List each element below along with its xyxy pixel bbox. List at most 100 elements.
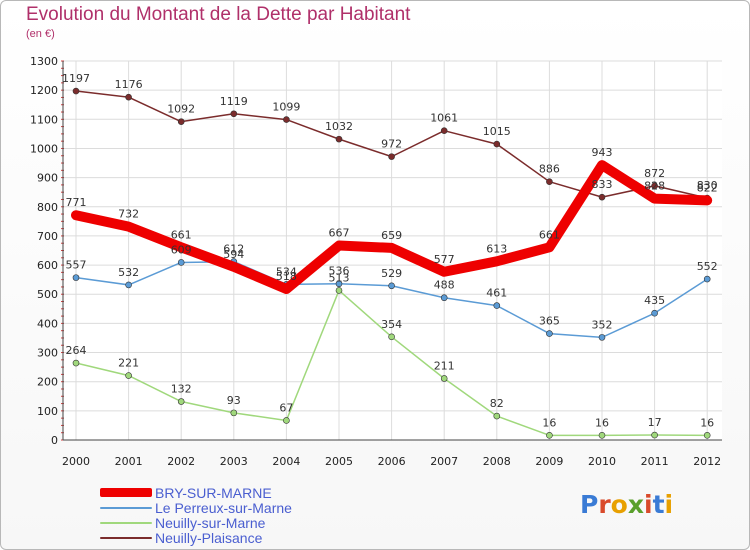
legend-label: Neuilly-Plaisance — [155, 529, 263, 546]
y-tick-label: 1100 — [30, 113, 58, 126]
x-tick-label: 2001 — [115, 455, 143, 468]
data-label: 16 — [595, 416, 609, 429]
data-point — [72, 87, 80, 95]
data-point — [230, 409, 238, 417]
data-point — [335, 280, 343, 288]
x-tick-label: 2003 — [220, 455, 248, 468]
data-point — [125, 93, 132, 101]
x-tick-label: 2011 — [641, 455, 669, 468]
data-point — [230, 110, 238, 118]
data-label: 771 — [66, 196, 87, 209]
data-label: 612 — [223, 243, 244, 256]
data-label: 732 — [118, 208, 139, 221]
data-label: 594 — [223, 248, 244, 261]
legend-label: Le Perreux-sur-Marne — [155, 499, 292, 516]
data-label: 661 — [539, 228, 560, 241]
data-label: 1197 — [62, 72, 90, 85]
data-point — [125, 281, 132, 289]
data-label: 1061 — [430, 112, 458, 125]
data-label: 534 — [276, 265, 297, 278]
data-label: 67 — [279, 401, 293, 414]
data-label: 93 — [227, 394, 241, 407]
y-tick-label: 600 — [37, 259, 58, 272]
data-point — [651, 431, 658, 439]
data-label: 132 — [171, 383, 192, 396]
x-tick-label: 2005 — [325, 455, 353, 468]
data-label: 972 — [381, 138, 402, 151]
x-tick-label: 2006 — [378, 455, 406, 468]
logo-letter: P — [580, 490, 599, 519]
x-tick-label: 2012 — [693, 455, 721, 468]
data-label: 529 — [381, 267, 402, 280]
data-label: 352 — [592, 318, 613, 331]
data-label: 518 — [276, 270, 297, 283]
data-label: 1176 — [115, 78, 143, 91]
data-label: 830 — [697, 179, 718, 192]
data-point — [440, 127, 448, 134]
data-point — [177, 398, 185, 405]
data-point — [651, 182, 658, 190]
data-label: 667 — [329, 227, 350, 240]
data-label: 16 — [542, 416, 556, 429]
legend-label: Neuilly-sur-Marne — [155, 514, 266, 531]
logo-letter: o — [610, 490, 628, 519]
data-label: 661 — [171, 228, 192, 241]
legend-label: BRY-SUR-MARNE — [155, 484, 272, 501]
proxiti-logo: Proxiti — [580, 490, 673, 519]
data-point — [598, 432, 606, 439]
x-tick-label: 2009 — [535, 455, 563, 468]
y-tick-label: 1300 — [30, 55, 58, 68]
data-point — [335, 287, 343, 294]
data-label: 264 — [66, 344, 87, 357]
data-point — [493, 302, 501, 309]
chart-title: Evolution du Montant de la Dette par Hab… — [26, 4, 411, 25]
data-label: 659 — [381, 229, 402, 242]
data-label: 365 — [539, 315, 560, 328]
y-tick-label: 0 — [51, 434, 58, 447]
data-point — [440, 375, 448, 382]
data-point — [546, 178, 553, 185]
chart-legend: BRY-SUR-MARNE Le Perreux-sur-Marne Neuilly… — [100, 484, 292, 546]
legend-swatch — [100, 506, 152, 509]
data-point — [703, 275, 711, 283]
x-tick-label: 2000 — [62, 455, 90, 468]
data-label: 17 — [648, 416, 662, 429]
x-tick-label: 2004 — [272, 455, 300, 468]
x-tick-label: 2010 — [588, 455, 616, 468]
y-tick-label: 1200 — [30, 84, 58, 97]
data-point — [546, 432, 553, 439]
legend-item: BRY-SUR-MARNE — [100, 484, 292, 501]
data-label: 1015 — [483, 125, 511, 138]
data-label: 833 — [592, 178, 613, 191]
data-label: 822 — [697, 181, 718, 194]
data-label: 488 — [434, 279, 455, 292]
data-label: 552 — [697, 260, 718, 273]
data-label: 557 — [66, 259, 87, 272]
data-label: 532 — [118, 266, 139, 279]
data-point — [388, 153, 395, 160]
y-tick-label: 700 — [37, 230, 58, 243]
data-point — [388, 282, 395, 290]
data-label: 536 — [329, 265, 350, 278]
y-tick-label: 900 — [37, 172, 58, 185]
data-label: 354 — [381, 318, 402, 331]
data-point — [651, 309, 658, 317]
data-label: 613 — [486, 242, 507, 255]
logo-letter: r — [598, 490, 611, 519]
logo-letter: i — [664, 490, 674, 519]
data-label: 577 — [434, 253, 455, 266]
data-label: 609 — [171, 243, 192, 256]
data-point — [493, 412, 501, 420]
data-label: 16 — [700, 416, 714, 429]
data-label: 1032 — [325, 120, 353, 133]
legend-item: Neuilly-Plaisance — [100, 529, 292, 546]
data-point — [703, 432, 711, 439]
y-tick-label: 200 — [37, 376, 58, 389]
data-label: 943 — [592, 146, 613, 159]
chart-unit: (en €) — [26, 28, 55, 40]
data-point — [440, 294, 448, 302]
logo-letter: i — [644, 490, 653, 519]
data-point — [283, 417, 290, 424]
y-tick-label: 500 — [37, 288, 58, 301]
logo-letter: x — [627, 490, 644, 519]
